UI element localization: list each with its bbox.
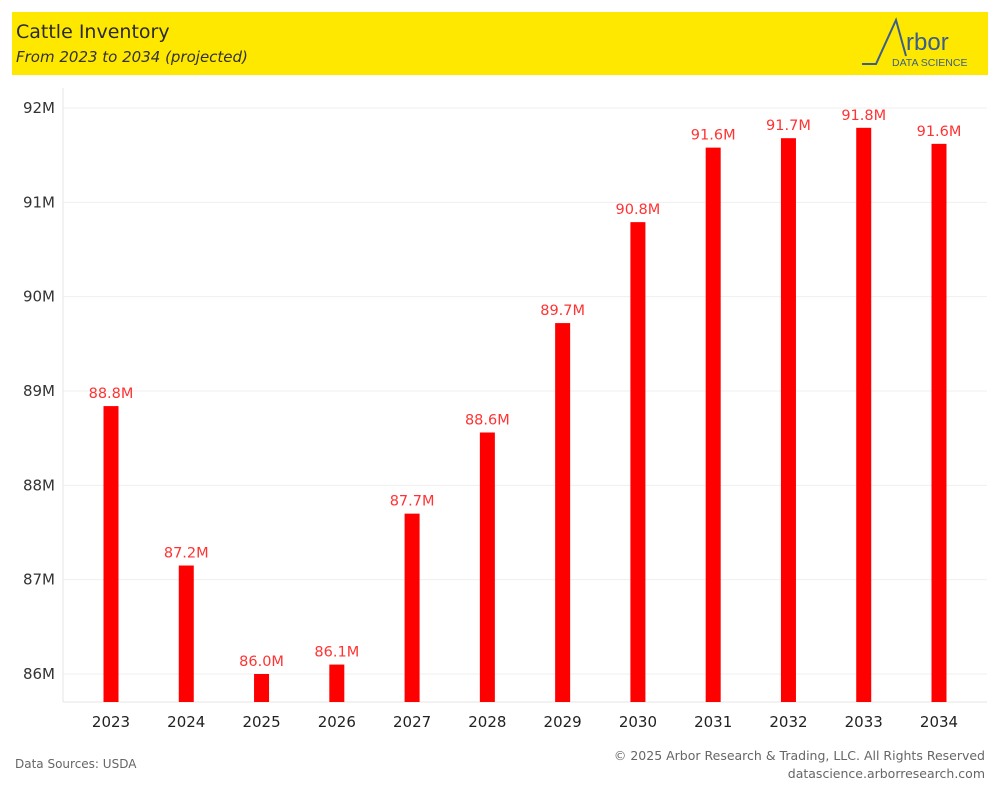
y-tick-label: 92M [23, 99, 55, 117]
x-tick-label-2023: 2023 [92, 713, 130, 731]
bar-2031[interactable] [705, 147, 721, 702]
footer-credits: © 2025 Arbor Research & Trading, LLC. Al… [614, 747, 985, 783]
data-label-2033: 91.8M [841, 108, 886, 124]
bar-2029[interactable] [555, 323, 571, 702]
data-labels: 88.8M 87.2M 86.0M 86.1M 87.7M 88.6M 89.7M 90.8M… [89, 108, 962, 670]
data-source: Data Sources: USDA [15, 757, 137, 771]
data-label-2030: 90.8M [616, 202, 661, 218]
x-tick-label-2024: 2024 [167, 713, 205, 731]
data-label-2029: 89.7M [540, 303, 585, 319]
data-label-2023: 88.8M [89, 386, 134, 402]
logo-word: rbor [906, 29, 949, 56]
y-tick-label: 89M [23, 382, 55, 400]
bar-2028[interactable] [479, 432, 495, 702]
x-tick-label-2026: 2026 [318, 713, 356, 731]
x-tick-label-2029: 2029 [544, 713, 582, 731]
bar-2023[interactable] [103, 406, 119, 702]
gridlines [63, 107, 987, 675]
data-label-2024: 87.2M [164, 546, 209, 562]
bar-2033[interactable] [856, 127, 872, 702]
copyright-text: © 2025 Arbor Research & Trading, LLC. Al… [613, 748, 985, 763]
x-tick-label-2027: 2027 [393, 713, 431, 731]
logo-peak-icon [862, 17, 907, 65]
data-label-2031: 91.6M [691, 128, 736, 144]
bar-2030[interactable] [630, 222, 646, 703]
arbor-logo: rbor DATA SCIENCE [862, 17, 967, 69]
data-label-2034: 91.6M [917, 124, 962, 140]
x-tick-label-2032: 2032 [769, 713, 807, 731]
chart-title: Cattle Inventory [16, 21, 170, 43]
x-tick-label-2025: 2025 [242, 713, 280, 731]
y-tick-label: 86M [23, 665, 55, 683]
chart-subtitle: From 2023 to 2034 (projected) [16, 48, 248, 66]
data-label-2027: 87.7M [390, 494, 435, 510]
bar-2027[interactable] [404, 513, 420, 702]
y-tick-label: 87M [23, 571, 55, 589]
header-banner: Cattle Inventory From 2023 to 2034 (proj… [12, 12, 988, 75]
bar-2025[interactable] [254, 674, 270, 702]
y-tick-label: 88M [23, 476, 55, 494]
y-tick-label: 90M [23, 288, 55, 306]
data-label-2026: 86.1M [314, 645, 359, 661]
bar-2024[interactable] [178, 565, 194, 702]
data-label-2025: 86.0M [239, 654, 284, 670]
logo-tagline: DATA SCIENCE [892, 57, 967, 69]
x-tick-label-2028: 2028 [468, 713, 506, 731]
x-tick-label-2034: 2034 [920, 713, 958, 731]
bar-2026[interactable] [329, 664, 345, 702]
website-link[interactable]: datascience.arborresearch.com [787, 766, 985, 781]
bars [103, 127, 947, 703]
y-tick-label: 91M [23, 193, 55, 211]
bar-2034[interactable] [931, 143, 947, 702]
x-axis-ticks: 2023 2024 2025 2026 2027 2028 2029 2030 2031 2032… [92, 713, 958, 731]
bar-2032[interactable] [780, 138, 796, 703]
y-axis-ticks: 86M 87M 88M 89M 90M 91M 92M [23, 99, 55, 683]
data-label-2032: 91.7M [766, 118, 811, 134]
x-tick-label-2031: 2031 [694, 713, 732, 731]
x-tick-label-2033: 2033 [845, 713, 883, 731]
data-label-2028: 88.6M [465, 413, 510, 429]
x-tick-label-2030: 2030 [619, 713, 657, 731]
